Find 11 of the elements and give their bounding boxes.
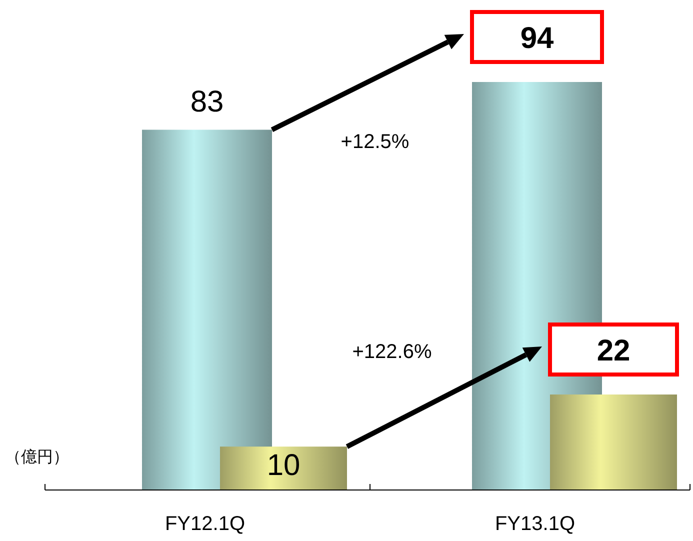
y-axis-title: （億円） — [5, 448, 69, 466]
bar — [550, 394, 677, 490]
data-label: 83 — [190, 86, 224, 119]
annotation: +122.6% — [352, 341, 432, 363]
x-tick-label: FY13.1Q — [494, 513, 576, 535]
data-label: 10 — [266, 449, 300, 482]
bar — [220, 446, 347, 490]
x-tick-label: FY12.1Q — [164, 513, 246, 535]
data-label: 22 — [596, 334, 630, 368]
data-label: 94 — [520, 22, 554, 55]
annotation: +12.5% — [340, 131, 410, 153]
